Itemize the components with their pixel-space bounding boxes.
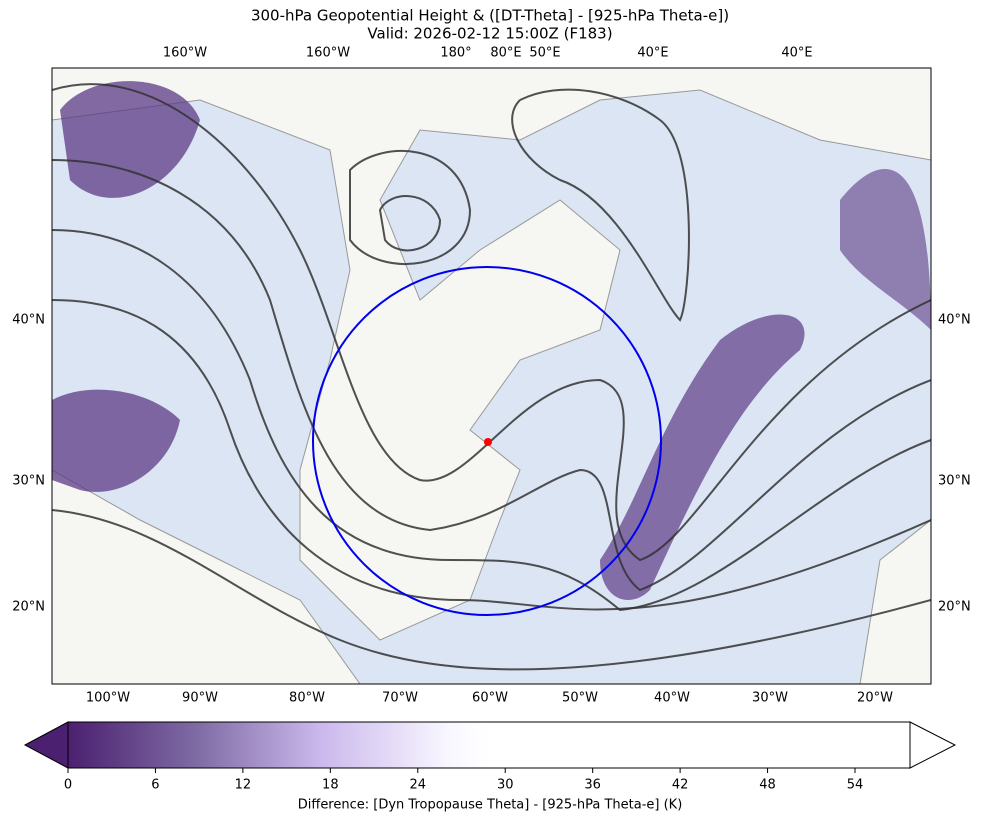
colorbar-tick-label: 42 xyxy=(672,778,689,793)
lat-label: 40°N xyxy=(938,313,971,328)
lon-label: 50°W xyxy=(562,691,598,706)
colorbar-frame xyxy=(67,721,911,769)
lon-label: 50°E xyxy=(529,46,560,61)
colorbar-tick-label: 12 xyxy=(235,778,252,793)
lon-label: 40°E xyxy=(637,46,668,61)
colorbar-tick-label: 36 xyxy=(584,778,601,793)
colorbar-tick-label: 24 xyxy=(410,778,427,793)
colorbar xyxy=(68,722,910,768)
lat-label: 40°N xyxy=(12,313,45,328)
shading xyxy=(52,389,180,492)
lat-label: 30°N xyxy=(938,474,971,489)
colorbar-extend-low xyxy=(23,721,69,769)
lat-label: 20°N xyxy=(12,600,45,615)
top-labels: 160°W 160°W 180° 80°E 50°E 40°E 40°E xyxy=(163,46,813,61)
land xyxy=(859,519,931,684)
lon-label: 70°W xyxy=(382,691,418,706)
lon-label: 40°W xyxy=(654,691,690,706)
lon-label: 80°E xyxy=(490,46,521,61)
lon-label: 90°W xyxy=(182,691,218,706)
contours xyxy=(52,83,931,671)
lon-label: 60°W xyxy=(472,691,508,706)
right-labels: 40°N 30°N 20°N xyxy=(938,313,971,615)
lon-label: 160°W xyxy=(306,46,350,61)
colorbar-label: Difference: [Dyn Tropopause Theta] - [92… xyxy=(298,798,683,813)
shading xyxy=(840,169,931,330)
colorbar-tick-label: 48 xyxy=(759,778,776,793)
lon-label: 20°W xyxy=(857,691,893,706)
land xyxy=(52,469,361,684)
colorbar-ticks: 0 6 12 18 24 30 36 42 48 54 xyxy=(64,768,863,793)
colorbar-tick-label: 6 xyxy=(151,778,159,793)
bottom-labels: 100°W 90°W 80°W 70°W 60°W 50°W 40°W 30°W 20°W xyxy=(86,691,893,706)
title: 300-hPa Geopotential Height & ([DT-Theta… xyxy=(251,7,729,25)
shading xyxy=(600,314,805,600)
colorbar-tick-label: 18 xyxy=(322,778,339,793)
colorbar-extend-high xyxy=(909,721,957,769)
colorbar-tick-label: 30 xyxy=(497,778,514,793)
lon-label: 80°W xyxy=(289,691,325,706)
lat-label: 30°N xyxy=(12,474,45,489)
map xyxy=(52,68,931,684)
lon-label: 40°E xyxy=(781,46,812,61)
map-frame xyxy=(51,67,932,685)
colorbar-tick-label: 54 xyxy=(847,778,864,793)
range-circle xyxy=(312,266,662,616)
colorbar-tick-label: 0 xyxy=(64,778,72,793)
left-labels: 40°N 30°N 20°N xyxy=(12,313,45,615)
lon-label: 100°W xyxy=(86,691,130,706)
lon-label: 180° xyxy=(440,46,471,61)
lon-label: 30°W xyxy=(752,691,788,706)
lon-label: 160°W xyxy=(163,46,207,61)
subtitle: Valid: 2026-02-12 15:00Z (F183) xyxy=(367,25,612,43)
lat-label: 20°N xyxy=(938,600,971,615)
point-marker xyxy=(484,438,492,446)
shading xyxy=(60,81,200,198)
